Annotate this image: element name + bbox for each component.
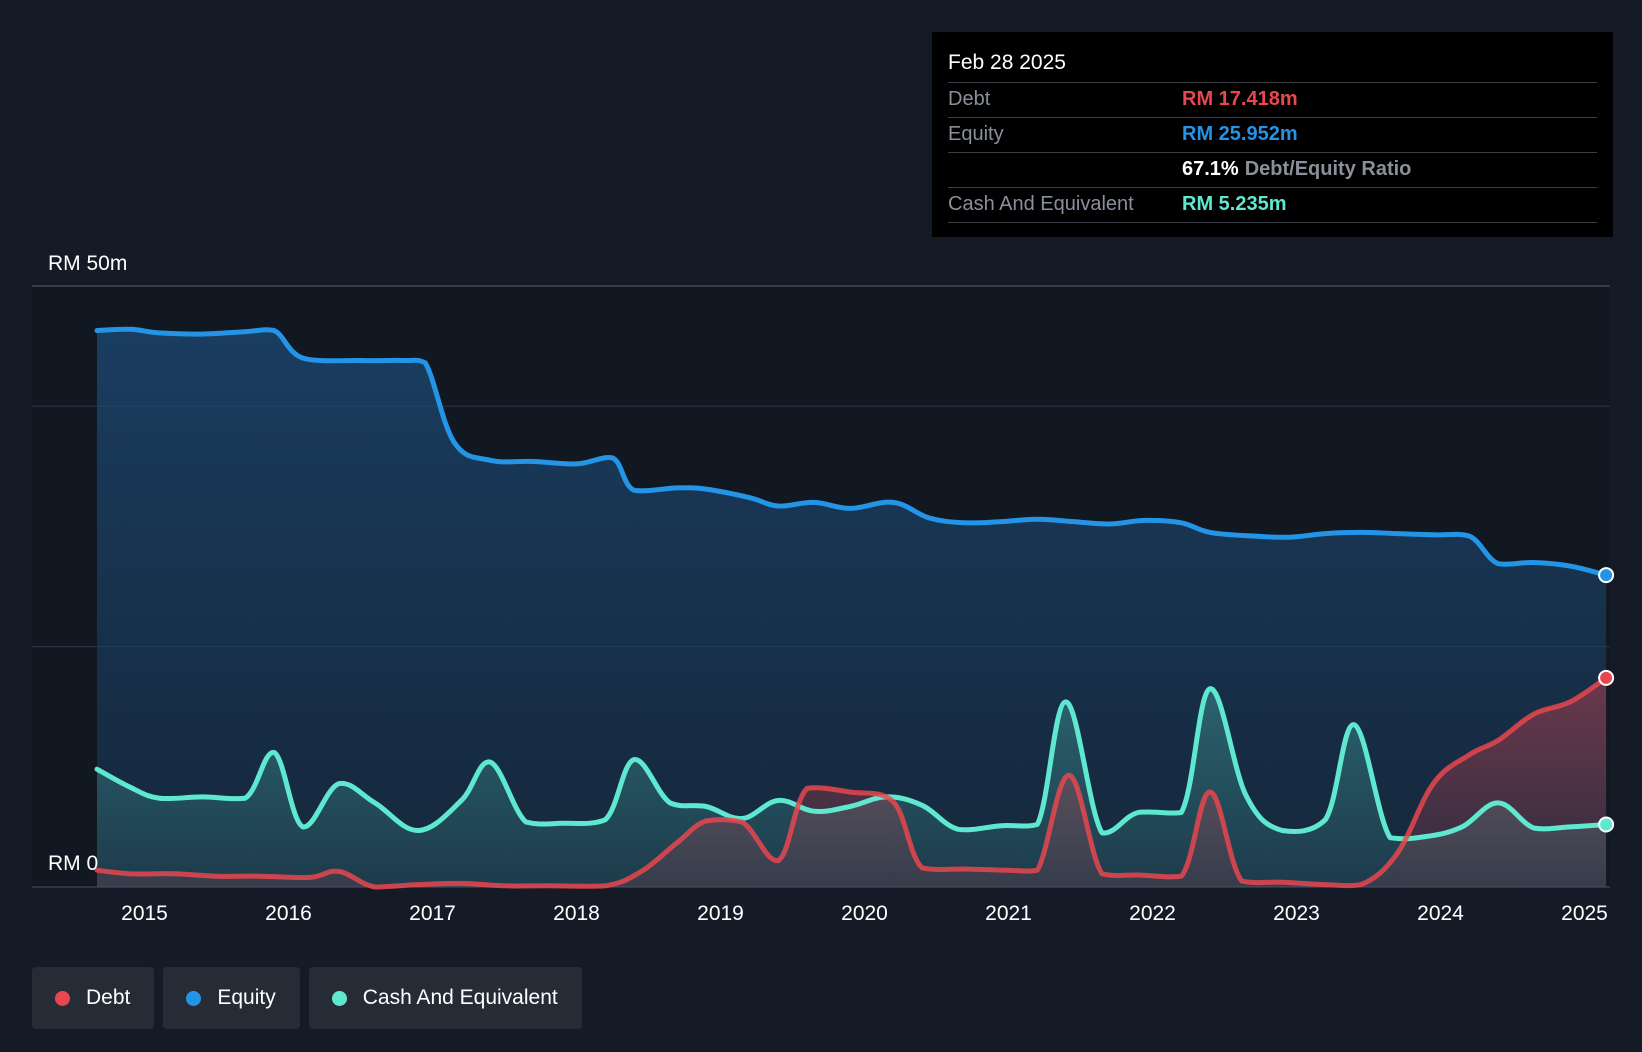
cash-and-equivalent-end-marker [1598, 816, 1615, 833]
legend-item-debt[interactable]: Debt [32, 967, 155, 1029]
x-tick-label: 2021 [985, 902, 1032, 925]
tooltip-row-cash: Cash And Equivalent RM 5.235m [948, 188, 1597, 223]
tooltip-row-ratio: 67.1% Debt/Equity Ratio [948, 153, 1597, 188]
x-tick-label: 2022 [1129, 902, 1176, 925]
x-tick-label: 2018 [553, 902, 600, 925]
series-end-markers [1598, 567, 1615, 833]
y-axis-top-label: RM 50m [48, 252, 127, 275]
debt-equity-chart: 2015 2016 2017 2018 2019 2020 2021 2022 2023 2024… [32, 252, 1615, 925]
tooltip-debt-label: Debt [948, 88, 991, 110]
x-tick-label: 2017 [409, 902, 456, 925]
tooltip-cash-value: RM 5.235m [1182, 193, 1287, 215]
legend-cash-label: Cash And Equivalent [362, 986, 558, 1009]
tooltip-panel: Feb 28 2025 Debt RM 17.418m Equity RM 25… [932, 32, 1613, 237]
x-tick-label: 2025 [1561, 902, 1608, 925]
legend-debt-label: Debt [86, 986, 131, 1009]
equity-dot-icon [186, 990, 202, 1006]
debt-line [94, 675, 1609, 890]
debt-end-marker [1598, 669, 1615, 686]
x-tick-label: 2015 [121, 902, 168, 925]
x-tick-label: 2019 [697, 902, 744, 925]
x-axis: 2015 2016 2017 2018 2019 2020 2021 2022 2023 2024… [121, 902, 1608, 925]
tooltip-ratio-text: Debt/Equity Ratio [1244, 158, 1412, 180]
legend-equity-label: Equity [217, 986, 276, 1009]
x-tick-label: 2023 [1273, 902, 1320, 925]
legend-item-cash[interactable]: Cash And Equivalent [308, 967, 582, 1029]
tooltip-debt-value: RM 17.418m [1182, 88, 1298, 110]
tooltip-equity-label: Equity [948, 123, 1004, 145]
series-lines [94, 326, 1609, 890]
tooltip-row-equity: Equity RM 25.952m [948, 118, 1597, 153]
tooltip-date: Feb 28 2025 [948, 46, 1597, 83]
tooltip-ratio-label [948, 153, 1182, 187]
x-tick-label: 2024 [1417, 902, 1464, 925]
chart-legend: Debt Equity Cash And Equivalent [32, 967, 582, 1029]
tooltip-cash-label: Cash And Equivalent [948, 193, 1134, 215]
x-tick-label: 2020 [841, 902, 888, 925]
tooltip-row-debt: Debt RM 17.418m [948, 83, 1597, 118]
equity-line [94, 326, 1609, 578]
y-axis-bottom-label: RM 0 [48, 852, 98, 875]
cash-dot-icon [331, 990, 347, 1006]
tooltip-equity-value: RM 25.952m [1182, 123, 1298, 145]
tooltip-ratio-value: 67.1% [1182, 158, 1239, 180]
x-tick-label: 2016 [265, 902, 312, 925]
legend-item-equity[interactable]: Equity [163, 967, 300, 1029]
debt-area [97, 677, 1607, 887]
equity-end-marker [1598, 567, 1615, 584]
debt-dot-icon [55, 990, 70, 1006]
